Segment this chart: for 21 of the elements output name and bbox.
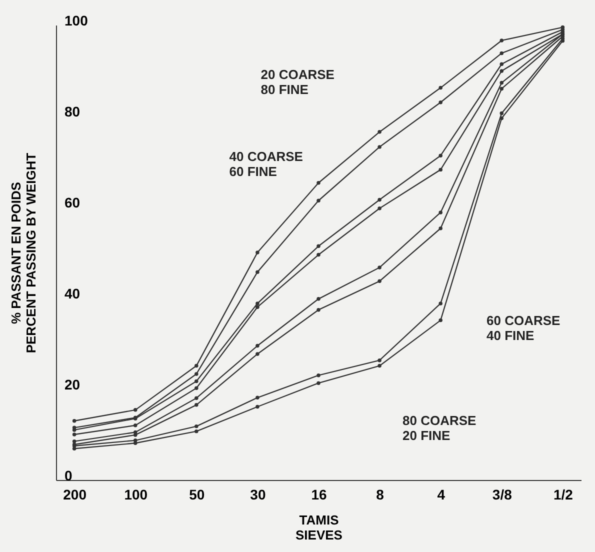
x-tick-label: 50	[189, 486, 205, 502]
y-tick-label: 100	[64, 12, 88, 28]
annotation: 60 COARSE 40 FINE	[486, 312, 561, 343]
y-tick-label: 80	[64, 104, 80, 120]
x-tick-label: 3/8	[492, 486, 512, 502]
annotation: 20 COARSE 80 FINE	[260, 67, 335, 98]
y-tick-label: 20	[64, 376, 80, 392]
x-tick-label: 200	[63, 486, 87, 502]
x-axis-title: TAMIS SIEVES	[296, 512, 343, 542]
y-axis-title: % PASSANT EN POIDS PERCENT PASSING BY WEIGHT	[8, 152, 38, 354]
x-tick-label: 16	[311, 486, 327, 502]
y-tick-label: 60	[64, 194, 80, 210]
y-tick-label: 40	[64, 286, 80, 302]
y-tick-label: 0	[64, 468, 72, 484]
x-tick-label: 1/2	[553, 486, 574, 502]
x-tick-label: 100	[124, 486, 148, 502]
annotation: 80 COARSE 20 FINE	[402, 412, 477, 443]
x-tick-label: 8	[376, 486, 384, 502]
x-tick-label: 30	[250, 486, 266, 502]
x-tick-label: 4	[437, 486, 446, 502]
annotation: 40 COARSE 60 FINE	[229, 148, 304, 179]
